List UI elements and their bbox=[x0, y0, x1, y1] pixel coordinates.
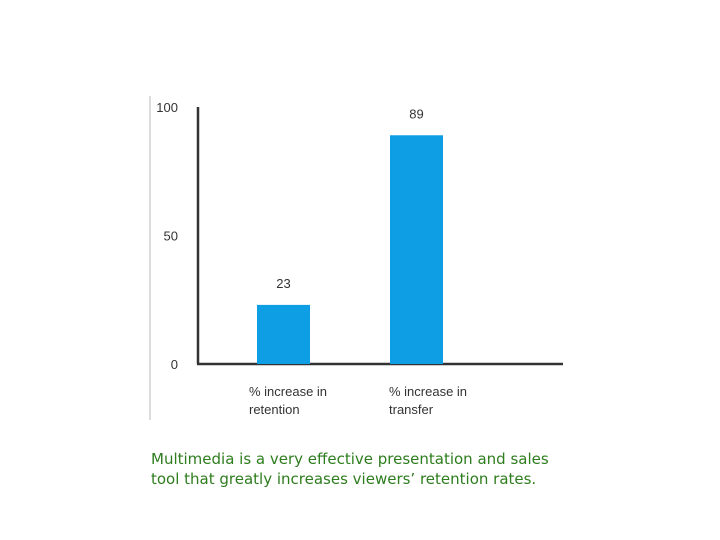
y-tick-labels: 0 50 100 bbox=[156, 100, 178, 372]
category-label-line: transfer bbox=[389, 402, 434, 417]
caption-line-1: Multimedia is a very effective presentat… bbox=[151, 450, 549, 468]
caption-text: Multimedia is a very effective presentat… bbox=[151, 449, 621, 489]
caption-line-2: tool that greatly increases viewers’ ret… bbox=[151, 470, 537, 488]
category-labels: % increase in retention % increase in trans… bbox=[249, 384, 467, 417]
bar bbox=[257, 304, 310, 364]
category-label-line: % increase in bbox=[389, 384, 467, 399]
category-label-line: retention bbox=[249, 402, 300, 417]
category-label: % increase in transfer bbox=[389, 384, 467, 417]
category-label: % increase in retention bbox=[249, 384, 327, 417]
data-labels: 23 89 bbox=[276, 106, 423, 291]
y-tick-label: 50 bbox=[164, 229, 178, 244]
data-label: 23 bbox=[276, 276, 290, 291]
data-label: 89 bbox=[409, 106, 423, 121]
y-tick-label: 100 bbox=[156, 100, 178, 115]
bar bbox=[390, 135, 443, 364]
category-label-line: % increase in bbox=[249, 384, 327, 399]
y-tick-label: 0 bbox=[171, 357, 178, 372]
bars bbox=[257, 135, 443, 364]
